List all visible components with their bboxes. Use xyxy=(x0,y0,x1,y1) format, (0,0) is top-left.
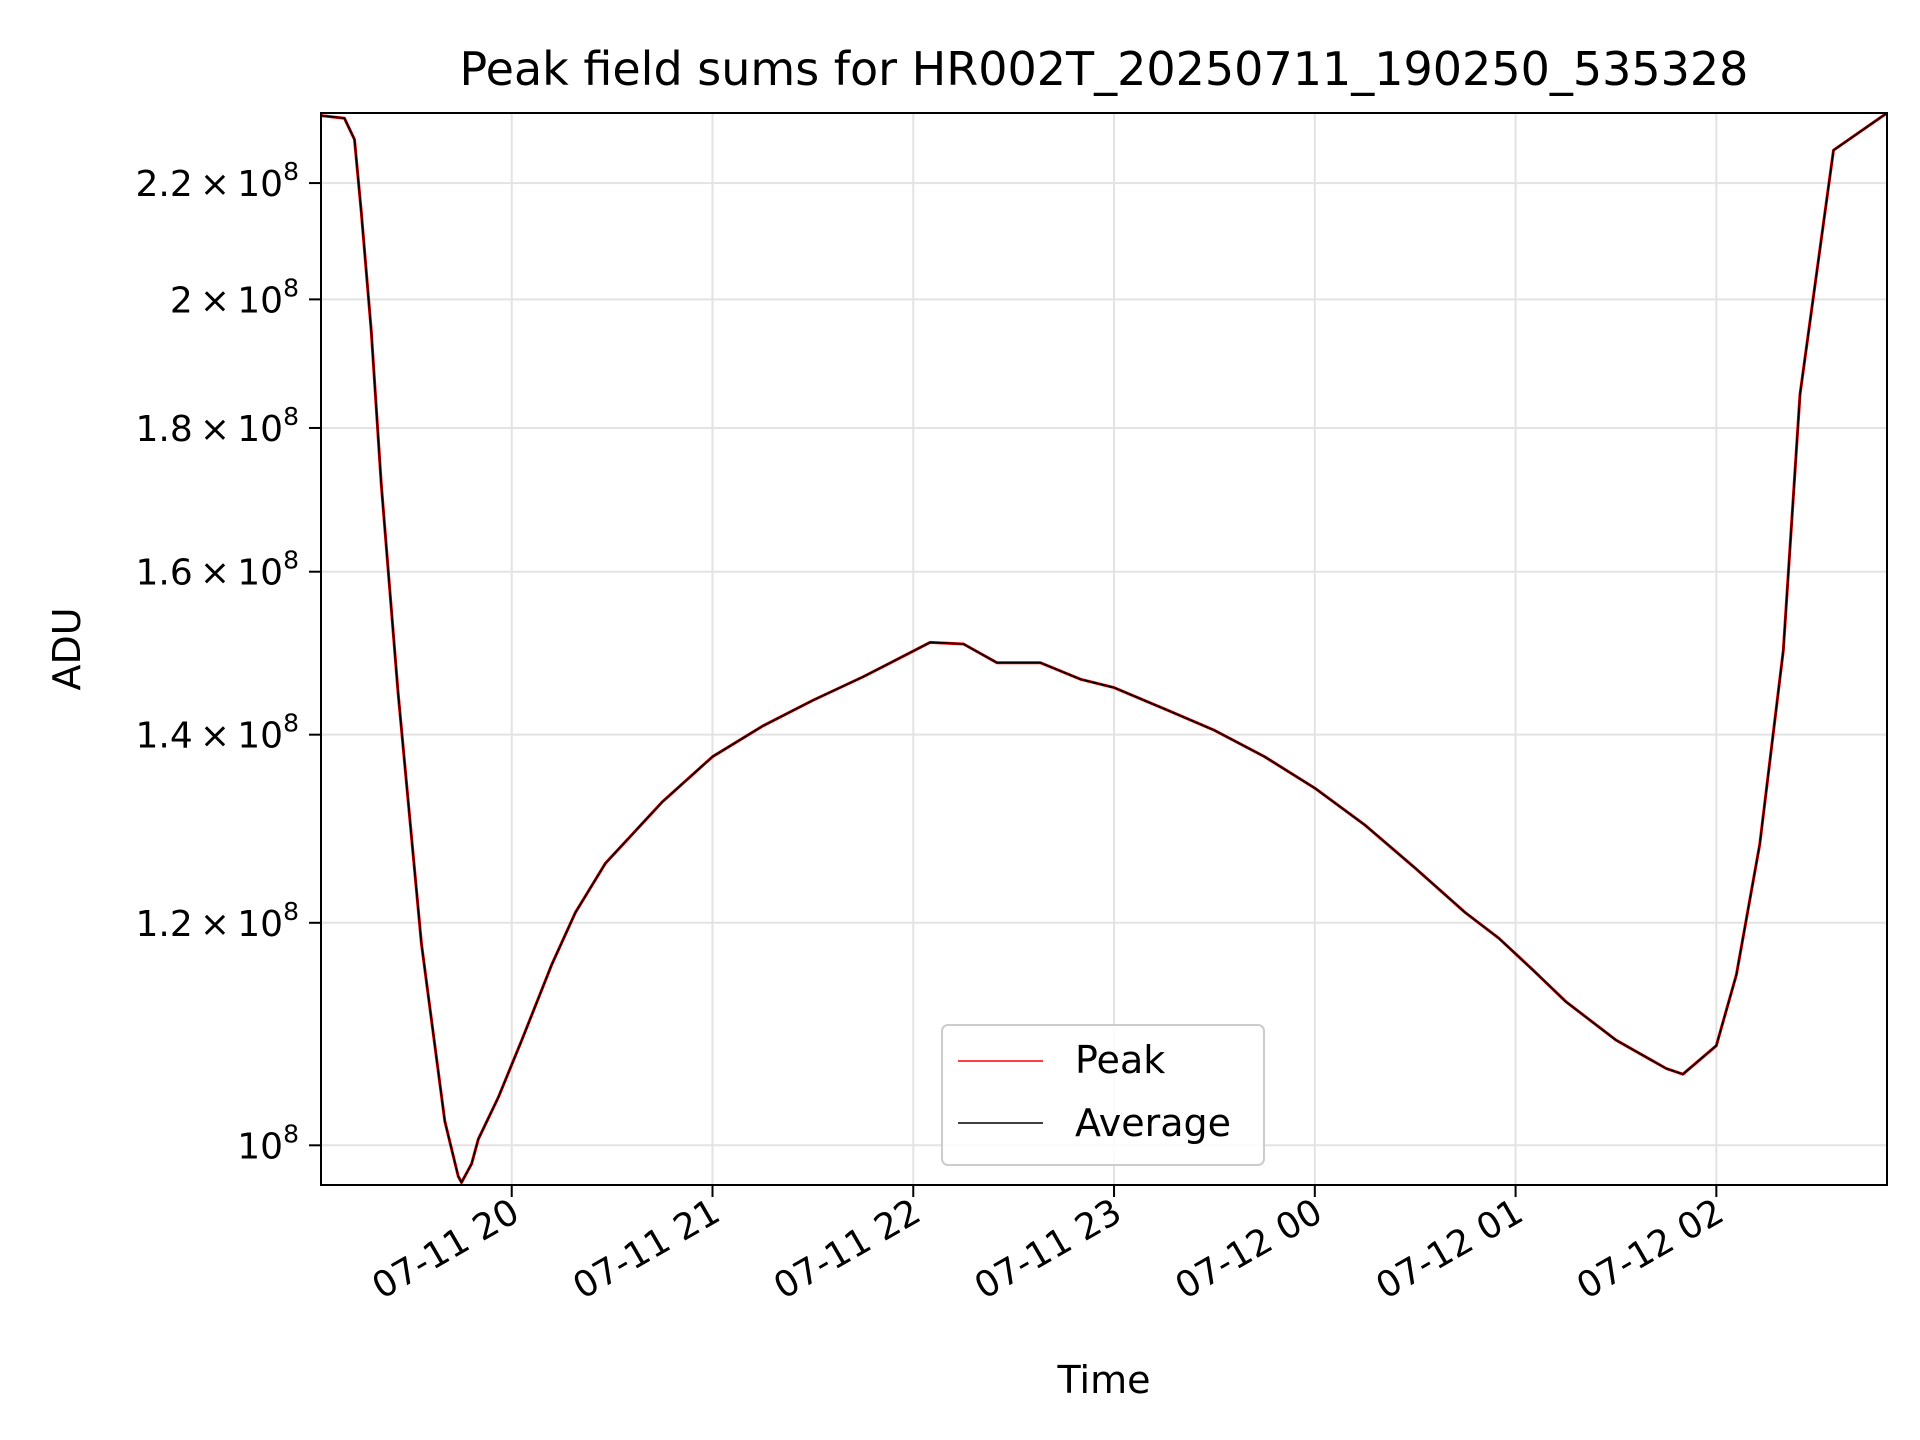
y-tick-exponent: 8 xyxy=(283,546,299,575)
y-tick-exponent: 8 xyxy=(283,897,299,926)
y-tick-exponent: 8 xyxy=(283,709,299,738)
y-tick-label: 2.2 × 108 xyxy=(135,157,299,205)
chart-title: Peak field sums for HR002T_20250711_1902… xyxy=(460,42,1749,96)
y-tick-exponent: 8 xyxy=(283,402,299,431)
y-tick-exponent: 8 xyxy=(283,273,299,302)
y-tick-exponent: 8 xyxy=(283,157,299,186)
plot-frame xyxy=(320,112,1888,1186)
legend: Peak Average xyxy=(941,1024,1265,1166)
y-tick-label: 1.4 × 108 xyxy=(135,709,299,757)
series-line-average xyxy=(320,112,1888,1184)
legend-label-average: Average xyxy=(1075,1101,1231,1145)
grid xyxy=(321,113,1887,1185)
y-tick-label: 1.8 × 108 xyxy=(135,402,299,450)
legend-label-peak: Peak xyxy=(1075,1038,1165,1082)
y-tick-label: 2 × 108 xyxy=(170,273,299,321)
y-axis-label: ADU xyxy=(45,607,89,690)
y-tick-label: 1.2 × 108 xyxy=(135,897,299,945)
y-tick-exponent: 8 xyxy=(283,1119,299,1148)
y-tick-label: 1.6 × 108 xyxy=(135,546,299,594)
series-layer xyxy=(320,111,1888,1184)
x-axis-label: Time xyxy=(1057,1358,1151,1402)
legend-box xyxy=(941,1024,1265,1166)
